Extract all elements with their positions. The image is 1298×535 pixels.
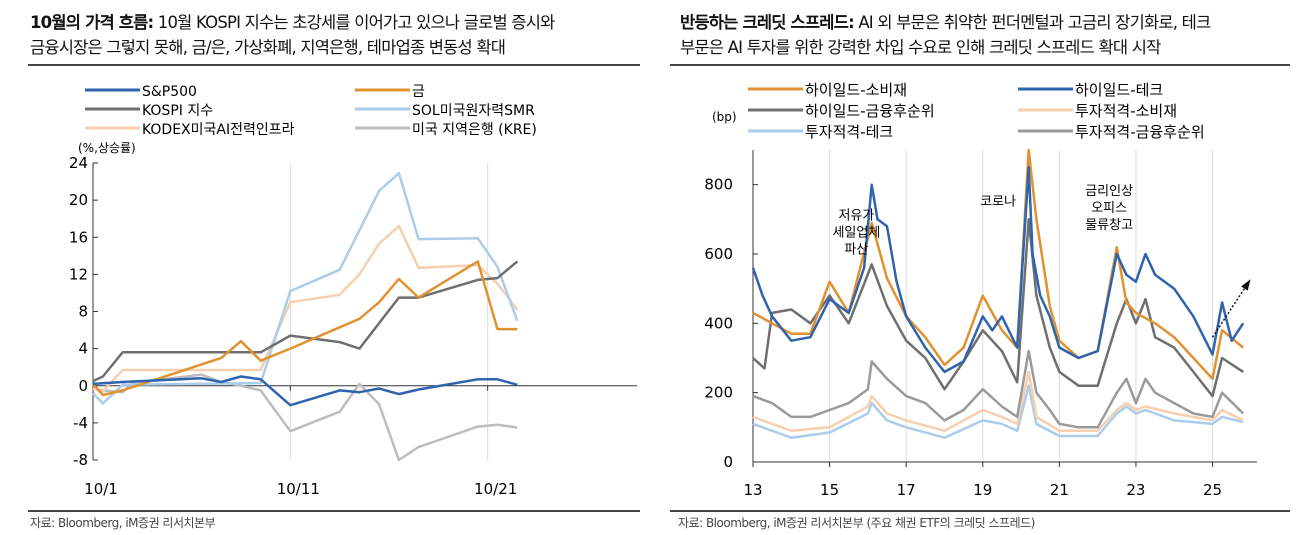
chart2-y-tick-label: 0 xyxy=(723,453,733,471)
left-title-line1: 10월 KOSPI 지수는 초강세를 이어가고 있으나 글로벌 증시와 xyxy=(153,13,556,32)
chart2-y-tick-label: 800 xyxy=(704,176,733,194)
right-title-bold: 반등하는 크레딧 스프레드: xyxy=(680,13,855,32)
chart2-y-axis-unit: (bp) xyxy=(712,110,737,124)
chart1-y-tick-label: 8 xyxy=(78,303,88,321)
chart2-x-tick-label: 17 xyxy=(897,481,916,499)
chart1-series-line xyxy=(92,224,519,393)
chart2-x-tick-label: 15 xyxy=(820,481,839,499)
chart1-series-line xyxy=(92,260,518,397)
chart2-annotation: 파산 xyxy=(844,242,868,257)
chart1-y-tick-label: 4 xyxy=(78,340,88,358)
chart2-annotation: 코로나 xyxy=(980,194,1016,209)
chart1-legend-label: 금 xyxy=(412,84,425,100)
chart1-y-tick-label: 0 xyxy=(78,377,88,395)
left-bottom-rule xyxy=(28,510,640,512)
chart2-annotation: 물류창고 xyxy=(1085,218,1133,233)
chart1-legend-label: SOL미국원자력SMR xyxy=(412,103,535,119)
chart2-legend-label: 투자적격-테크 xyxy=(805,123,893,141)
chart1-y-tick-label: 16 xyxy=(69,228,88,246)
right-title-line1: AI 외 부문은 취약한 펀더멘털과 고금리 장기화로, 테크 xyxy=(853,13,1211,32)
left-top-rule xyxy=(28,64,640,66)
right-top-rule xyxy=(670,64,1290,66)
chart1-legend-label: KODEX미국AI전력인프라 xyxy=(142,122,295,138)
chart2-legend-label: 하이일드-소비재 xyxy=(805,81,907,99)
chart2-series-line xyxy=(752,384,1244,439)
chart1-legend-label: S&P500 xyxy=(142,84,197,100)
chart1-series-line xyxy=(92,171,519,405)
chart1-y-axis-unit: (%,상승률) xyxy=(78,141,136,155)
right-title: 반등하는 크레딧 스프레드: AI 외 부문은 취약한 펀더멘털과 고금리 장기… xyxy=(680,10,1211,60)
chart2-trend-arrow-head-icon xyxy=(1241,279,1251,291)
chart2-legend-label: 하이일드-테크 xyxy=(1075,81,1163,99)
chart2-trend-arrow-line xyxy=(1211,281,1250,338)
chart1-y-tick-label: 12 xyxy=(69,265,88,283)
chart2-x-tick-label: 25 xyxy=(1203,481,1222,499)
left-title-bold: 10월의 가격 흐름: xyxy=(30,13,154,32)
chart1-series-line xyxy=(92,260,519,383)
chart2-y-tick-label: 600 xyxy=(704,245,733,263)
chart2-annotation: 금리인상 xyxy=(1085,184,1133,199)
chart2-y-tick-label: 200 xyxy=(704,384,733,402)
left-title: 10월의 가격 흐름: 10월 KOSPI 지수는 초강세를 이어가고 있으나 … xyxy=(30,10,556,60)
chart2-series-line xyxy=(752,370,1244,433)
right-bottom-rule xyxy=(670,510,1290,512)
chart2-x-tick-label: 13 xyxy=(743,481,762,499)
chart2-x-tick-label: 19 xyxy=(973,481,992,499)
chart1-x-tick-label: 10/21 xyxy=(474,480,517,498)
chart1-legend-label: 미국 지역은행 (KRE) xyxy=(412,122,537,138)
chart1-x-tick-label: 10/11 xyxy=(277,480,320,498)
chart2-legend-label: 투자적격-소비재 xyxy=(1075,102,1177,120)
left-title-line2: 금융시장은 그렇지 못해, 금/은, 가상화폐, 지역은행, 테마업종 변동성 … xyxy=(30,38,506,57)
chart1-series-line xyxy=(92,375,518,407)
chart1-legend-label: KOSPI 지수 xyxy=(142,103,213,119)
chart2-x-tick-label: 23 xyxy=(1126,481,1145,499)
chart2-annotation: 저유가 xyxy=(838,208,874,223)
chart1-y-tick-label: 20 xyxy=(69,191,88,209)
chart2-annotation: 오피스 xyxy=(1091,201,1127,216)
right-source: 자료: Bloomberg, iM증권 리서치본부 (주요 채권 ETF의 크레… xyxy=(678,516,1035,530)
chart2-annotation: 세일업체 xyxy=(832,225,880,240)
chart2-series-line xyxy=(752,349,1245,429)
right-title-line2: 부문은 AI 투자를 위한 강력한 차입 수요로 인해 크레딧 스프레드 확대 … xyxy=(680,38,1161,57)
chart1-series-line xyxy=(92,373,518,462)
chart2-y-tick-label: 400 xyxy=(704,314,733,332)
chart1-y-tick-label: -8 xyxy=(73,451,88,469)
chart1-y-tick-label: -4 xyxy=(73,414,88,432)
chart2-legend-label: 하이일드-금융후순위 xyxy=(805,102,935,120)
chart2-series-line xyxy=(751,166,1245,374)
chart2-x-tick-label: 21 xyxy=(1050,481,1069,499)
chart1-x-tick-label: 10/1 xyxy=(84,480,118,498)
left-source: 자료: Bloomberg, iM증권 리서치본부 xyxy=(30,516,216,530)
chart2-legend-label: 투자적격-금융후순위 xyxy=(1075,123,1205,141)
chart1-y-tick-label: 24 xyxy=(69,154,88,172)
